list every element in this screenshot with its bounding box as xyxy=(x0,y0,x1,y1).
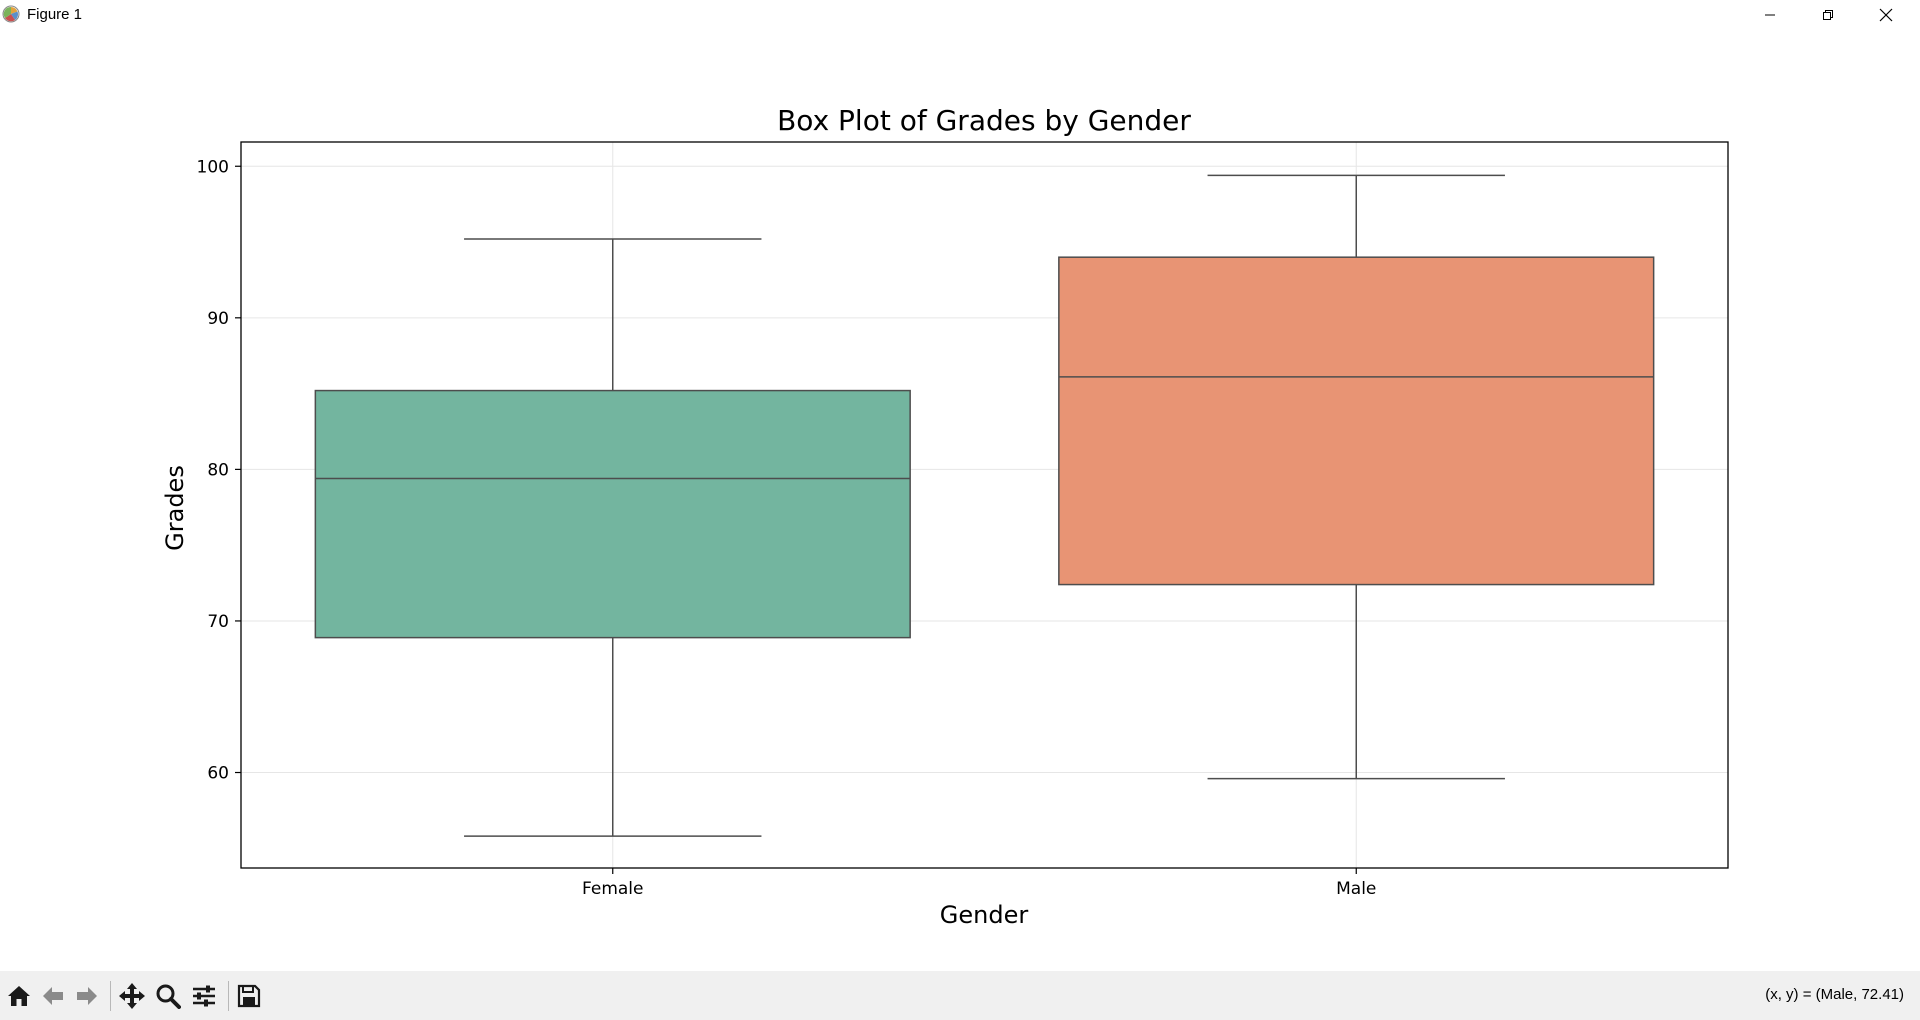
box-group-male xyxy=(1058,174,1655,780)
back-button[interactable] xyxy=(36,979,70,1013)
configure-subplots-button[interactable] xyxy=(187,979,221,1013)
minimize-button[interactable] xyxy=(1741,0,1799,29)
figure-canvas[interactable]: Box Plot of Grades by Gender Gender Grad… xyxy=(0,29,1920,971)
home-icon xyxy=(8,986,30,1006)
y-tick-label: 90 xyxy=(207,309,229,329)
x-axis-label: Gender xyxy=(940,901,1029,929)
x-tick-label: Male xyxy=(1336,879,1376,899)
minimize-icon xyxy=(1765,14,1775,15)
zoom-icon xyxy=(156,984,181,1009)
home-button[interactable] xyxy=(2,979,36,1013)
window-title: Figure 1 xyxy=(27,6,83,23)
pan-button[interactable] xyxy=(115,979,149,1013)
close-button[interactable] xyxy=(1857,0,1915,29)
configure-subplots-icon xyxy=(193,985,215,1007)
save-icon xyxy=(237,984,261,1008)
x-tick-label: Female xyxy=(582,879,643,899)
zoom-button[interactable] xyxy=(151,979,185,1013)
box-male xyxy=(1058,256,1655,586)
save-button[interactable] xyxy=(232,979,266,1013)
chart-title: Box Plot of Grades by Gender xyxy=(777,104,1191,137)
plot-area-frame xyxy=(240,141,1729,869)
navigation-toolbar: (x, y) = (Male, 72.41) xyxy=(0,971,1920,1020)
back-arrow-icon xyxy=(43,987,63,1005)
window-titlebar: Figure 1 xyxy=(0,0,1920,29)
forward-arrow-icon xyxy=(77,987,97,1005)
pan-icon xyxy=(119,983,145,1009)
box-plot-chart: Box Plot of Grades by Gender Gender Grad… xyxy=(161,104,1729,929)
toolbar-separator xyxy=(228,981,229,1011)
box-female xyxy=(314,389,911,639)
restore-icon xyxy=(1823,9,1833,20)
restore-button[interactable] xyxy=(1799,0,1857,29)
box-group-female xyxy=(314,238,911,837)
y-axis-label: Grades xyxy=(161,465,189,551)
cursor-coordinates: (x, y) = (Male, 72.41) xyxy=(1765,986,1904,1003)
toolbar-separator xyxy=(110,981,111,1011)
matplotlib-app-icon xyxy=(2,5,20,23)
forward-button[interactable] xyxy=(70,979,104,1013)
y-tick-label: 70 xyxy=(207,612,229,632)
y-tick-label: 60 xyxy=(207,764,229,784)
y-tick-label: 80 xyxy=(207,460,229,480)
y-tick-label: 100 xyxy=(197,157,229,177)
close-icon xyxy=(1879,8,1893,21)
